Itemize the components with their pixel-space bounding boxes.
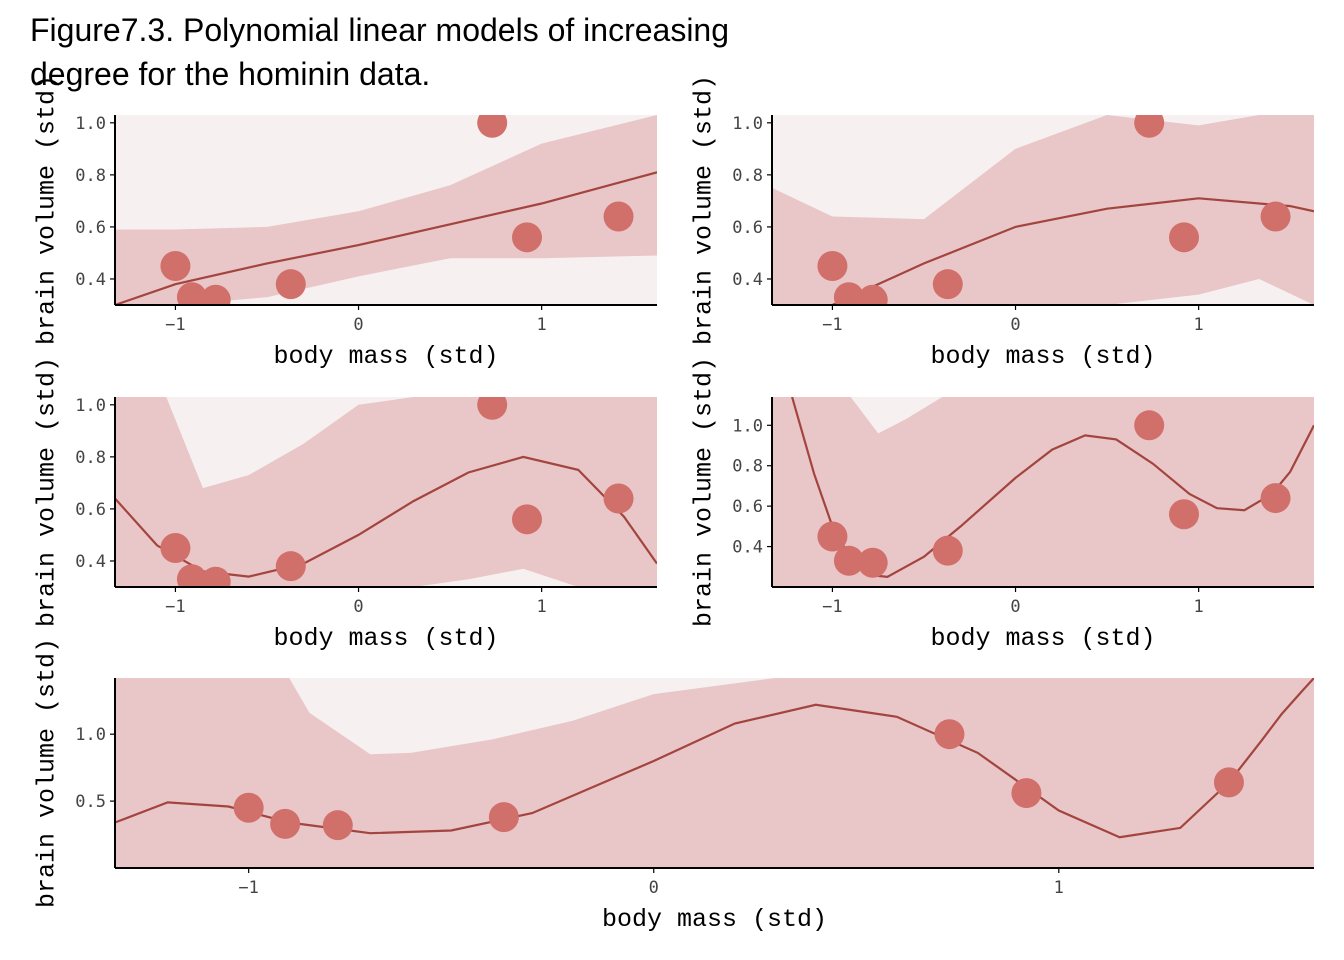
fit-line-5 [115,678,1314,839]
figure-title: Figure7.3. Polynomial linear models of i… [30,12,730,92]
x-tick-label: 1 [537,597,547,617]
x-tick-label: 1 [537,315,547,335]
y-tick-label: 0.8 [75,448,106,468]
data-point [477,115,508,138]
data-point [603,201,634,232]
x-tick-label: 0 [353,597,363,617]
data-point [857,284,888,305]
y-axis-label-2: brain volume (std) [690,75,719,345]
plot-area-2 [772,115,1314,305]
data-point [511,222,542,253]
y-tick-label: 0.6 [732,218,763,238]
data-point [857,547,888,578]
data-point [1213,767,1244,798]
data-point [1260,201,1291,232]
y-axis-label-4: brain volume (std) [690,357,719,627]
x-tick-label: −1 [165,597,185,617]
interval-band-2 [772,115,1314,305]
data-point [932,269,963,300]
data-point [160,250,191,281]
data-point [1134,410,1165,441]
x-tick-label: 0 [649,878,659,898]
panel-4: −1 0 1 0.4 0.6 0.8 1.0 body mass (std) brain vol… [690,357,1314,653]
data-point [322,810,353,841]
x-tick-label: 0 [1010,315,1020,335]
data-point [1260,483,1291,514]
y-tick-label: 0.8 [732,166,763,186]
x-tick-label: 1 [1194,597,1204,617]
data-point [270,808,301,839]
x-tick-label: −1 [238,878,258,898]
interval-band-5 [115,678,1314,868]
data-point [233,792,264,823]
data-point [488,802,519,833]
y-tick-label: 0.5 [75,792,106,812]
y-tick-label: 0.4 [732,270,763,290]
x-tick-label: 1 [1194,315,1204,335]
x-tick-label: −1 [822,597,842,617]
y-axis-label-5: brain volume (std) [33,638,62,908]
data-point [477,397,508,420]
data-point [1134,115,1165,138]
data-point [833,282,864,305]
interval-band-1 [115,115,657,305]
x-axis-label-3: body mass (std) [273,624,498,653]
fit-line-1 [115,171,657,305]
data-point [603,483,634,514]
y-tick-label: 0.6 [75,500,106,520]
plot-area-1 [115,115,657,305]
plot-area-5 [115,678,1314,868]
y-tick-label: 1.0 [732,114,763,134]
y-tick-label: 0.4 [75,270,106,290]
data-point [275,551,306,582]
x-axis-label-5: body mass (std) [602,905,827,934]
data-point [817,250,848,281]
y-tick-label: 0.6 [732,497,763,517]
interval-band-3 [115,397,657,587]
data-point [833,545,864,576]
data-point [932,535,963,566]
y-tick-label: 1.0 [75,725,106,745]
y-tick-label: 0.4 [75,552,106,572]
x-tick-label: −1 [822,315,842,335]
y-tick-label: 1.0 [75,396,106,416]
y-tick-label: 1.0 [732,416,763,436]
y-tick-label: 1.0 [75,114,106,134]
x-axis-label-4: body mass (std) [930,624,1155,653]
y-tick-label: 0.8 [75,166,106,186]
panel-1: −1 0 1 0.4 0.6 0.8 1.0 body mass (std) brain vol… [33,75,657,371]
x-tick-label: 0 [353,315,363,335]
x-tick-label: −1 [165,315,185,335]
plot-area-4 [772,397,1314,587]
y-tick-label: 0.8 [732,457,763,477]
data-point [160,532,191,563]
data-point [1168,222,1199,253]
panel-5: −1 0 1 0.5 1.0 body mass (std) brain volume (s… [33,638,1314,934]
x-axis-label-2: body mass (std) [930,342,1155,371]
interval-band-4 [772,397,1314,587]
x-tick-label: 1 [1054,878,1064,898]
data-point [275,269,306,300]
data-point [200,566,231,587]
x-tick-label: 0 [1010,597,1020,617]
data-point [176,564,207,587]
data-point [176,282,207,305]
data-point [511,504,542,535]
data-point [1011,778,1042,809]
y-tick-label: 0.4 [732,538,763,558]
y-axis-label-3: brain volume (std) [33,357,62,627]
data-point [934,719,965,750]
y-axis-label-1: brain volume (std) [33,75,62,345]
data-point [817,521,848,552]
panel-2: −1 0 1 0.4 0.6 0.8 1.0 body mass (std) brain vol… [690,75,1314,371]
plot-area-3 [115,397,657,587]
y-tick-label: 0.6 [75,218,106,238]
x-axis-label-1: body mass (std) [273,342,498,371]
panel-3: −1 0 1 0.4 0.6 0.8 1.0 body mass (std) brain vol… [33,357,657,653]
data-point [1168,499,1199,530]
data-point [200,284,231,305]
